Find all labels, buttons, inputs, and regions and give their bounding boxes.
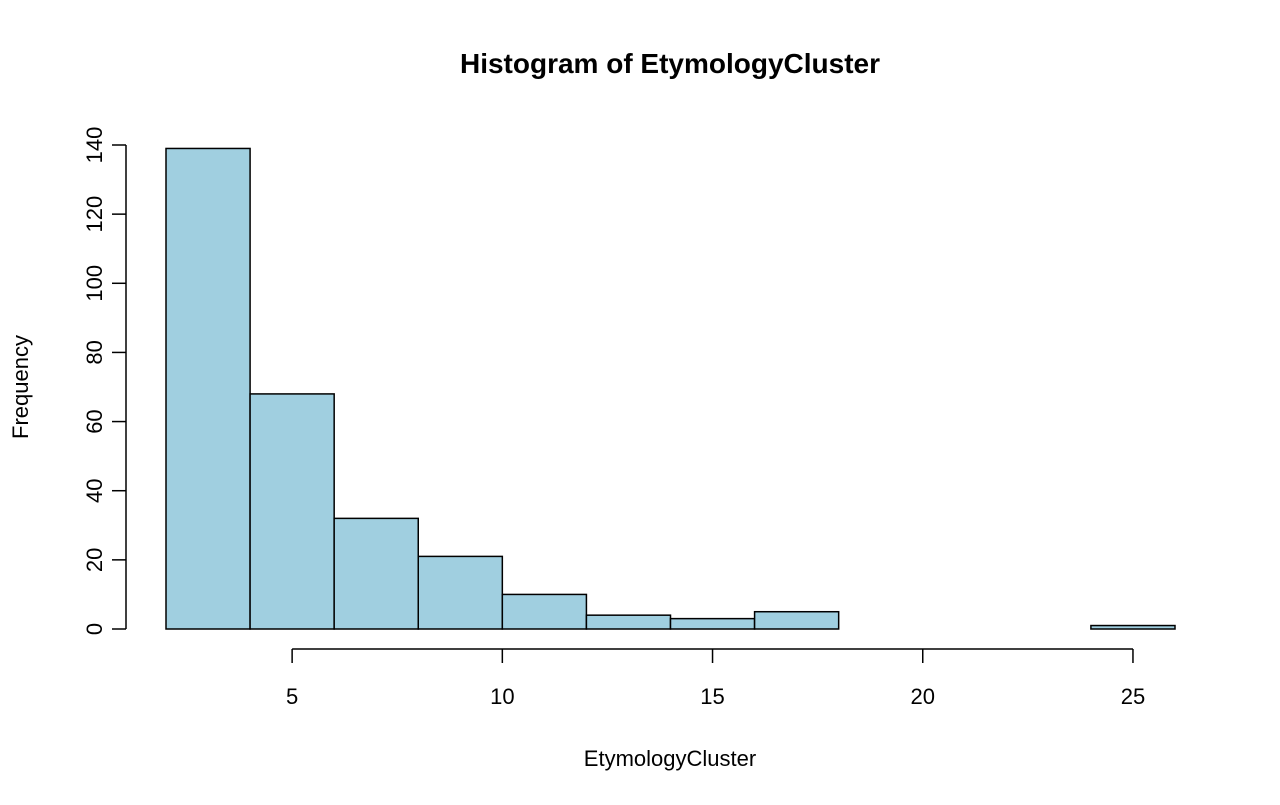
- x-tick-label: 15: [700, 684, 724, 709]
- y-tick-label: 20: [82, 548, 107, 572]
- histogram-bar: [1090, 624, 1176, 630]
- y-axis-label: Frequency: [8, 335, 33, 439]
- y-tick-label: 60: [82, 409, 107, 433]
- histogram-bar: [585, 614, 672, 630]
- x-tick-label: 25: [1121, 684, 1145, 709]
- histogram-bar: [165, 147, 251, 630]
- histogram-bar: [333, 517, 419, 630]
- x-axis-label: EtymologyCluster: [584, 746, 756, 771]
- y-tick-label: 40: [82, 478, 107, 502]
- histogram-bar: [417, 555, 504, 630]
- bars-group: [165, 147, 1176, 630]
- x-tick-label: 5: [286, 684, 298, 709]
- x-axis: 5 10 15 20 25: [286, 648, 1145, 709]
- y-tick-label: 0: [82, 623, 107, 635]
- histogram-bar: [753, 610, 840, 630]
- x-tick-label: 20: [911, 684, 935, 709]
- x-tick-label: 10: [490, 684, 514, 709]
- y-tick-label: 80: [82, 340, 107, 364]
- y-tick-label: 120: [82, 196, 107, 233]
- histogram-bar: [501, 593, 588, 630]
- y-axis: 0 20 40 60 80 100 120 140: [82, 127, 127, 635]
- histogram-bar: [669, 617, 756, 630]
- y-tick-label: 140: [82, 127, 107, 164]
- histogram-bar: [249, 393, 335, 630]
- y-tick-label: 100: [82, 265, 107, 302]
- chart-title: Histogram of EtymologyCluster: [460, 48, 880, 79]
